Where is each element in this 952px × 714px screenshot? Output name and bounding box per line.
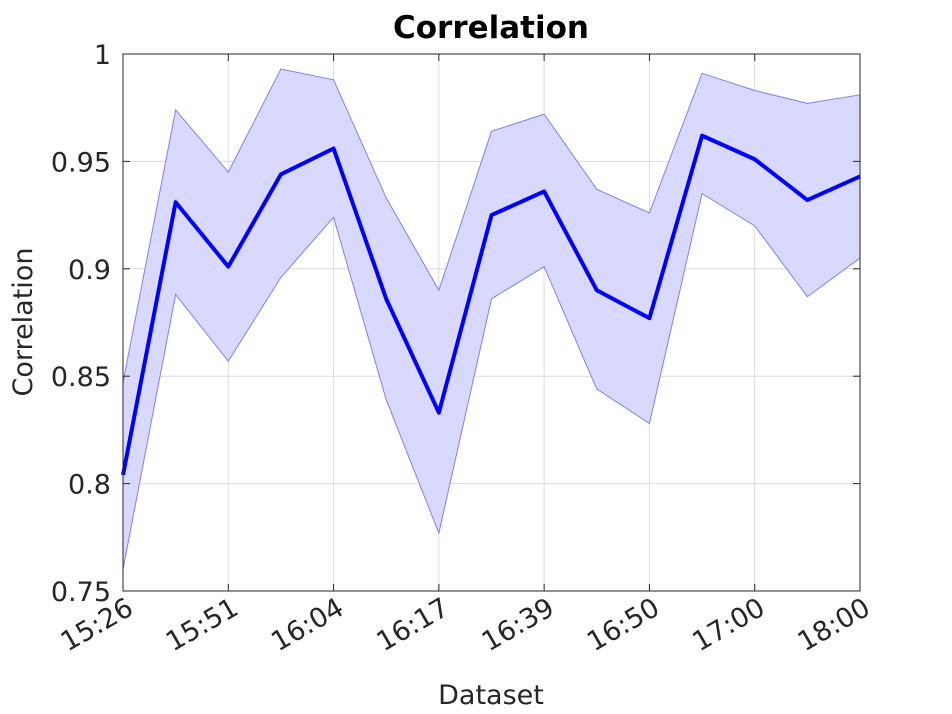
axes-box [122, 53, 861, 592]
y-tick-label: 0.9 [68, 255, 111, 286]
band-upper-edge [122, 68, 861, 383]
y-tick-label: 0.8 [68, 470, 111, 501]
y-tick-label: 0.95 [51, 147, 111, 178]
band-lower-edge [122, 192, 861, 570]
y-tick-label: 0.85 [51, 362, 111, 393]
y-tick-label: 0.75 [51, 577, 111, 608]
x-axis-label: Dataset [438, 680, 544, 711]
confidence-band [123, 69, 860, 570]
y-ticks: 0.75 0.8 0.85 0.9 0.95 1 [51, 40, 860, 608]
confidence-band-layer [122, 68, 861, 570]
y-tick-label: 1 [94, 40, 111, 71]
y-axis-label: Correlation [8, 248, 39, 397]
chart-title: Correlation [393, 10, 589, 46]
